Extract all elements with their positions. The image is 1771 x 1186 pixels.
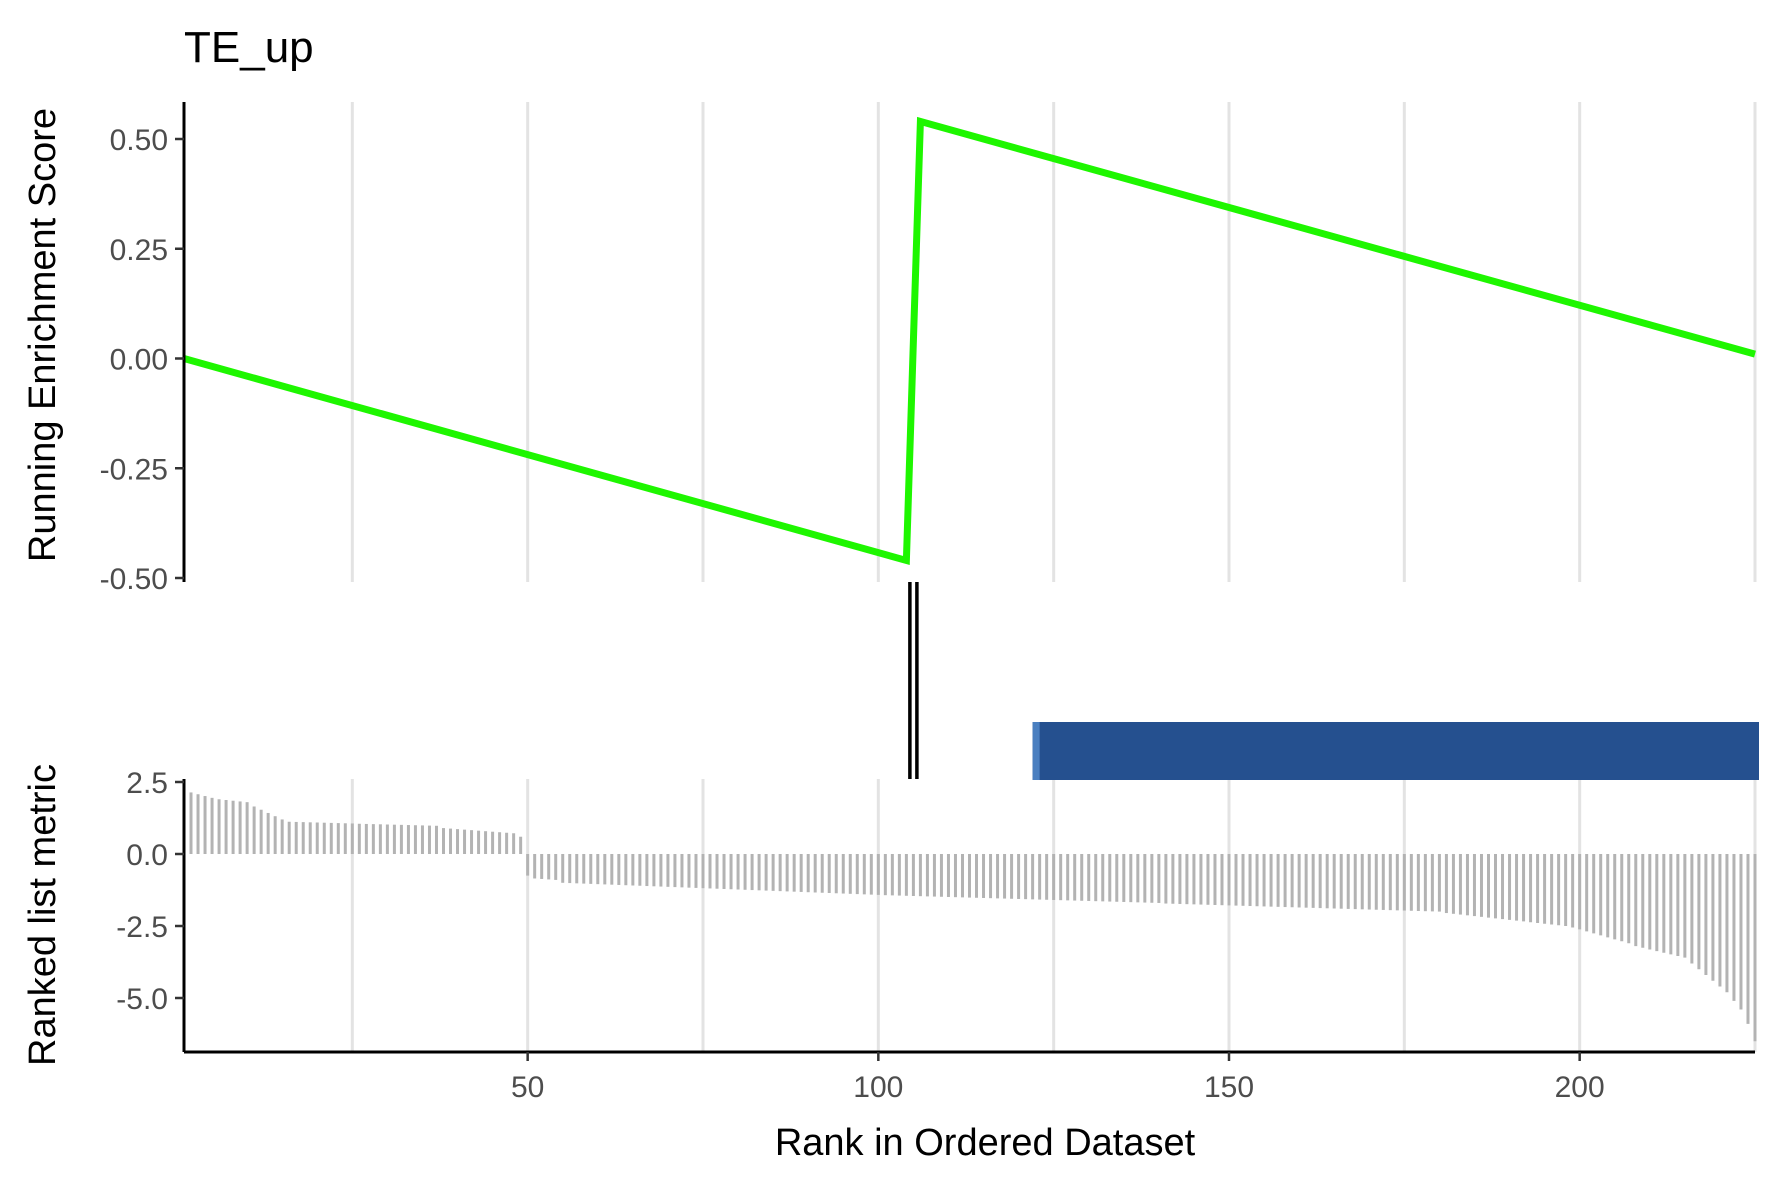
y-tick-label: 0.25 (110, 234, 168, 267)
running-enrichment-score-line (183, 116, 1756, 566)
top-y-ticks: 0.50 0.25 0.00 -0.25 -0.50 (100, 124, 184, 596)
x-ticks: 50 100 150 200 (511, 1052, 1605, 1104)
heatmap-band (1032, 722, 1759, 780)
chart-title: TE_up (184, 23, 314, 72)
y-tick-label: -2.5 (116, 911, 168, 944)
y-tick-label: -0.50 (100, 563, 168, 596)
y-axis-label-top: Running Enrichment Score (22, 108, 64, 562)
axes (182, 102, 1755, 1054)
y-tick-label: 2.5 (126, 767, 168, 800)
heatmap-band-edge (1032, 722, 1040, 780)
y-tick-label: 0.0 (126, 839, 168, 872)
bottom-y-ticks: 2.5 0.0 -2.5 -5.0 (116, 767, 184, 1016)
x-tick-label: 50 (511, 1071, 544, 1104)
gene-set-hit-marks (908, 582, 919, 779)
ranked-metric-bars (182, 790, 1757, 1042)
y-axis-label-bottom: Ranked list metric (22, 764, 64, 1066)
y-tick-label: -5.0 (116, 983, 168, 1016)
x-tick-label: 100 (853, 1071, 903, 1104)
x-tick-label: 200 (1555, 1071, 1605, 1104)
x-axis-label: Rank in Ordered Dataset (775, 1122, 1196, 1164)
top-panel-gridlines (350, 102, 1757, 582)
y-tick-label: 0.00 (110, 344, 168, 377)
x-tick-label: 150 (1204, 1071, 1254, 1104)
y-tick-label: -0.25 (100, 453, 168, 486)
y-tick-label: 0.50 (110, 124, 168, 157)
